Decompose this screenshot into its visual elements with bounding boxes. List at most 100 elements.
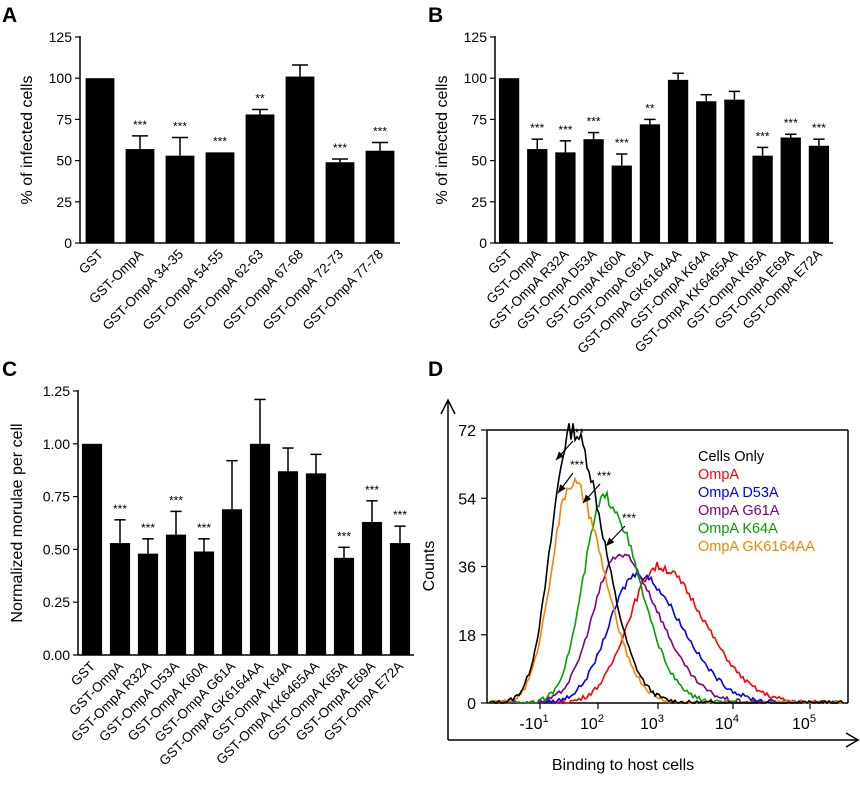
y-tick-label: 1.00 bbox=[43, 436, 70, 452]
x-tick-base: 10 bbox=[640, 716, 658, 733]
x-tick-label: 103 bbox=[640, 713, 664, 733]
bar bbox=[361, 521, 383, 655]
y-tick-label: 0.50 bbox=[43, 541, 70, 557]
bar bbox=[780, 137, 801, 243]
bar bbox=[249, 443, 271, 655]
significance-label: *** bbox=[169, 493, 183, 507]
y-tick-label: 50 bbox=[471, 153, 487, 169]
significance-label: *** bbox=[373, 124, 387, 138]
bar bbox=[125, 149, 155, 243]
y-tick-label: 0 bbox=[64, 235, 72, 251]
x-tick-label: -101 bbox=[519, 713, 548, 733]
x-tick-exponent: 1 bbox=[543, 713, 549, 725]
legend-entry: OmpA G61A bbox=[698, 503, 780, 519]
significance-label: *** bbox=[812, 121, 826, 135]
y-tick-label: 18 bbox=[458, 628, 476, 645]
significance-label: ** bbox=[645, 101, 655, 115]
x-tick-label: GST bbox=[76, 247, 106, 277]
significance-label: *** bbox=[530, 121, 544, 135]
bar bbox=[808, 145, 830, 243]
x-axis-arrow bbox=[845, 732, 860, 748]
legend-entry: Cells Only bbox=[698, 449, 765, 465]
x-tick-label: 105 bbox=[792, 713, 816, 733]
significance-label: *** bbox=[173, 120, 187, 134]
bar bbox=[109, 543, 131, 655]
x-tick-exponent: 2 bbox=[598, 713, 604, 725]
series-line bbox=[488, 561, 843, 705]
y-axis-label: Normalized morulae per cell bbox=[9, 423, 26, 622]
bar bbox=[611, 165, 632, 243]
significance-label: ** bbox=[255, 92, 265, 106]
significance-label: *** bbox=[393, 508, 407, 522]
significance-label: *** bbox=[570, 426, 584, 440]
x-tick-exponent: 3 bbox=[658, 713, 664, 725]
significance-label: *** bbox=[213, 134, 227, 148]
y-tick-label: 0 bbox=[467, 696, 476, 713]
significance-label: *** bbox=[141, 521, 155, 535]
y-tick-label: 0.75 bbox=[43, 489, 70, 505]
x-tick-exponent: 5 bbox=[810, 713, 816, 725]
bar bbox=[583, 139, 604, 243]
series-line bbox=[488, 568, 844, 705]
y-tick-label: 75 bbox=[471, 111, 487, 127]
y-tick-label: 36 bbox=[458, 560, 476, 577]
bar bbox=[193, 551, 215, 655]
bar bbox=[85, 78, 115, 243]
bar bbox=[165, 155, 195, 243]
annotation-arrow-head bbox=[556, 451, 565, 460]
panel-label: C bbox=[2, 358, 17, 381]
x-tick-base: 10 bbox=[580, 716, 598, 733]
bar bbox=[205, 152, 235, 243]
series-line bbox=[488, 423, 844, 705]
bar bbox=[221, 509, 243, 655]
x-axis-label: Binding to host cells bbox=[552, 757, 694, 774]
bar bbox=[498, 78, 520, 243]
x-tick-base: 10 bbox=[792, 716, 810, 733]
bar bbox=[639, 124, 661, 243]
y-tick-label: 72 bbox=[458, 423, 476, 440]
legend-entry: OmpA D53A bbox=[698, 485, 779, 501]
y-tick-label: 54 bbox=[458, 491, 476, 508]
bar bbox=[325, 162, 355, 243]
bar bbox=[752, 155, 773, 243]
bar bbox=[696, 101, 717, 243]
bar bbox=[365, 150, 395, 243]
y-tick-label: 0.00 bbox=[43, 647, 70, 663]
bar bbox=[527, 149, 548, 243]
bar bbox=[277, 471, 299, 655]
legend-entry: OmpA bbox=[698, 467, 739, 483]
bar bbox=[333, 557, 355, 655]
significance-label: *** bbox=[558, 123, 572, 137]
series-line bbox=[488, 476, 843, 705]
x-tick-label: 102 bbox=[580, 713, 604, 733]
y-tick-label: 25 bbox=[471, 194, 487, 210]
bar bbox=[81, 443, 103, 655]
y-tick-label: 25 bbox=[56, 194, 72, 210]
y-tick-label: 100 bbox=[49, 70, 73, 86]
y-axis-label: Counts bbox=[421, 541, 438, 592]
significance-label: *** bbox=[197, 521, 211, 535]
x-tick-label: 104 bbox=[715, 713, 739, 733]
annotation-arrow-head bbox=[583, 494, 592, 503]
legend-entry: OmpA GK6164AA bbox=[698, 539, 815, 555]
y-axis-label: % of infected cells bbox=[434, 76, 451, 205]
bar bbox=[137, 553, 159, 655]
panel-c-bar-chart: 0.00 0.25 0.50 0.75 1.00 1.25 Normalized morul… bbox=[9, 383, 414, 768]
bar bbox=[555, 152, 576, 243]
y-tick-label: 75 bbox=[56, 111, 72, 127]
y-tick-label: 50 bbox=[56, 153, 72, 169]
significance-label: *** bbox=[337, 529, 351, 543]
bar bbox=[724, 99, 745, 244]
x-tick-exponent: 4 bbox=[733, 713, 739, 725]
y-tick-label: 125 bbox=[464, 29, 488, 45]
significance-label: *** bbox=[333, 141, 347, 155]
panel-label: A bbox=[2, 4, 17, 27]
significance-label: *** bbox=[622, 511, 636, 525]
significance-label: *** bbox=[756, 129, 770, 143]
bar bbox=[245, 114, 275, 244]
y-tick-label: 0 bbox=[479, 235, 487, 251]
significance-label: *** bbox=[784, 116, 798, 130]
